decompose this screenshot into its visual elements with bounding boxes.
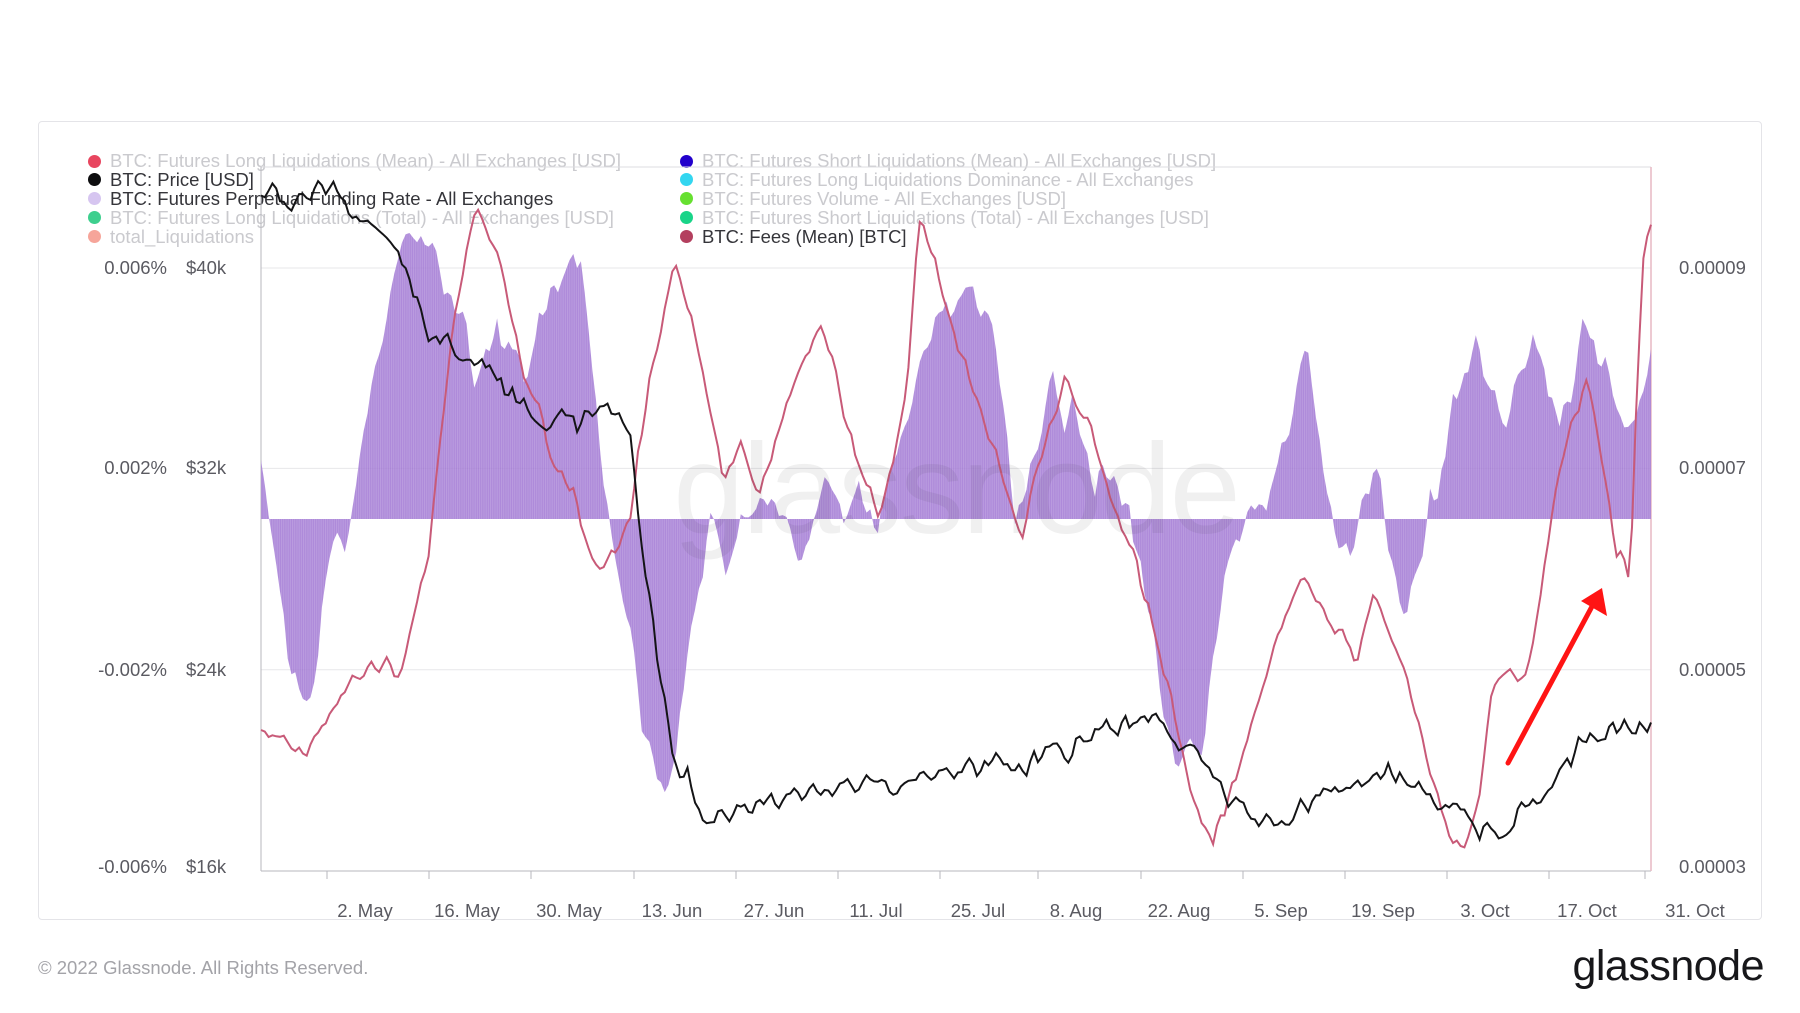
svg-text:glassnode: glassnode [673, 418, 1239, 561]
